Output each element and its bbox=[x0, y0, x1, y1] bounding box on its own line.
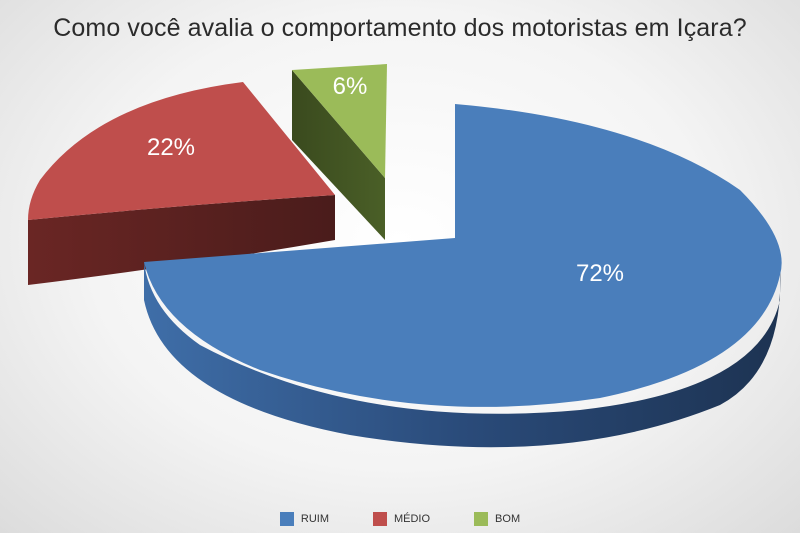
pie-slice-medio bbox=[28, 82, 335, 285]
legend-label-ruim: RUIM bbox=[300, 513, 329, 525]
legend-swatch-medio bbox=[372, 512, 387, 526]
legend-item-medio: MÉDIO bbox=[372, 512, 431, 526]
legend-item-ruim: RUIM bbox=[279, 512, 329, 526]
pie-slice-ruim bbox=[144, 104, 782, 448]
legend-item-bom: BOM bbox=[474, 512, 520, 526]
legend-swatch-ruim bbox=[279, 512, 294, 526]
legend: RUIM MÉDIO BOM bbox=[0, 512, 800, 526]
legend-label-medio: MÉDIO bbox=[393, 513, 431, 525]
data-label-ruim: 72% bbox=[576, 260, 624, 287]
pie-slice-bom bbox=[292, 64, 387, 240]
data-label-bom: 6% bbox=[333, 73, 368, 100]
data-label-medio: 22% bbox=[147, 134, 195, 161]
legend-swatch-bom bbox=[474, 512, 489, 526]
chart-title: Como você avalia o comportamento dos mot… bbox=[53, 14, 747, 42]
legend-label-bom: BOM bbox=[495, 513, 521, 525]
